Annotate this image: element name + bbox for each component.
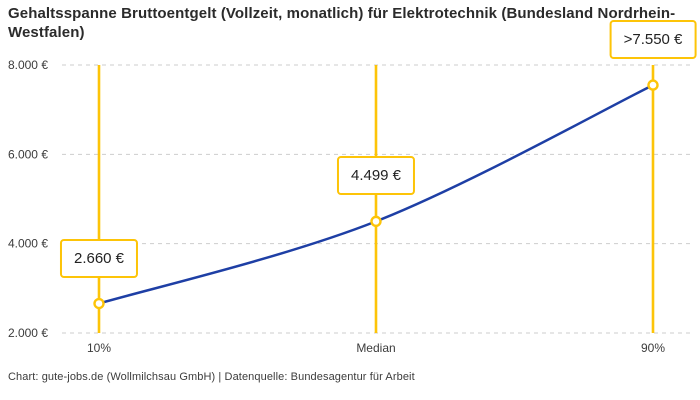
chart-credit: Chart: gute-jobs.de (Wollmilchsau GmbH) … [8, 371, 415, 383]
data-point-marker [370, 215, 382, 228]
value-label-box: 2.660 € [59, 238, 139, 278]
x-axis-category-label: 90% [641, 341, 665, 355]
y-axis-tick-label: 8.000 € [8, 58, 48, 72]
y-axis-tick-label: 4.000 € [8, 237, 48, 251]
x-axis-category-label: Median [356, 341, 395, 355]
value-label-box: 4.499 € [336, 156, 416, 196]
y-axis-tick-label: 6.000 € [8, 147, 48, 161]
y-axis-tick-label: 2.000 € [8, 326, 48, 340]
value-label-box: >7.550 € [609, 20, 697, 60]
data-point-marker [93, 297, 105, 310]
data-point-marker [647, 79, 659, 91]
x-axis-category-label: 10% [87, 341, 111, 355]
chart-title: Gehaltsspanne Bruttoentgelt (Vollzeit, m… [8, 5, 676, 42]
